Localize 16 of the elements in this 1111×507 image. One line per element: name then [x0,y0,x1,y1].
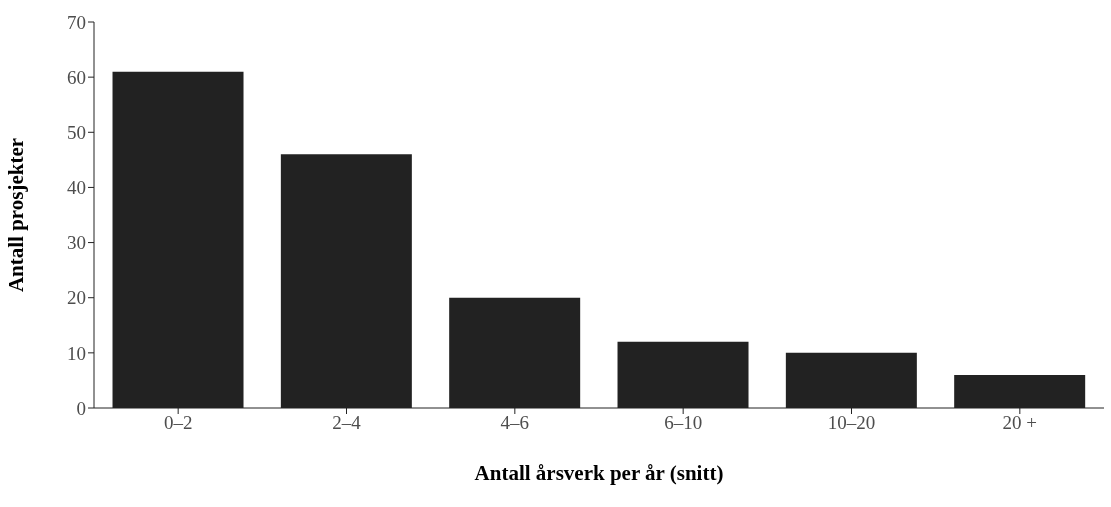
x-tick-label: 10–20 [827,412,876,434]
x-tick-label: 20 + [1002,412,1038,434]
y-tick-label: 50 [67,122,86,144]
y-tick-label: 60 [67,66,86,88]
y-tick-label: 70 [67,11,86,33]
y-tick-label: 10 [67,342,86,364]
y-tick-label: 20 [67,287,86,309]
x-tick-label: 6–10 [664,412,703,434]
x-tick-label: 0–2 [163,412,193,434]
y-tick-label: 40 [67,177,86,199]
x-tick-label: 4–6 [500,412,530,434]
y-tick-label: 30 [67,232,86,254]
x-axis-title: Antall årsverk per år (snitt) [474,461,724,485]
y-tick-label: 0 [76,397,86,419]
y-axis-title: Antall prosjekter [4,137,29,293]
x-tick-label: 2–4 [332,412,362,434]
